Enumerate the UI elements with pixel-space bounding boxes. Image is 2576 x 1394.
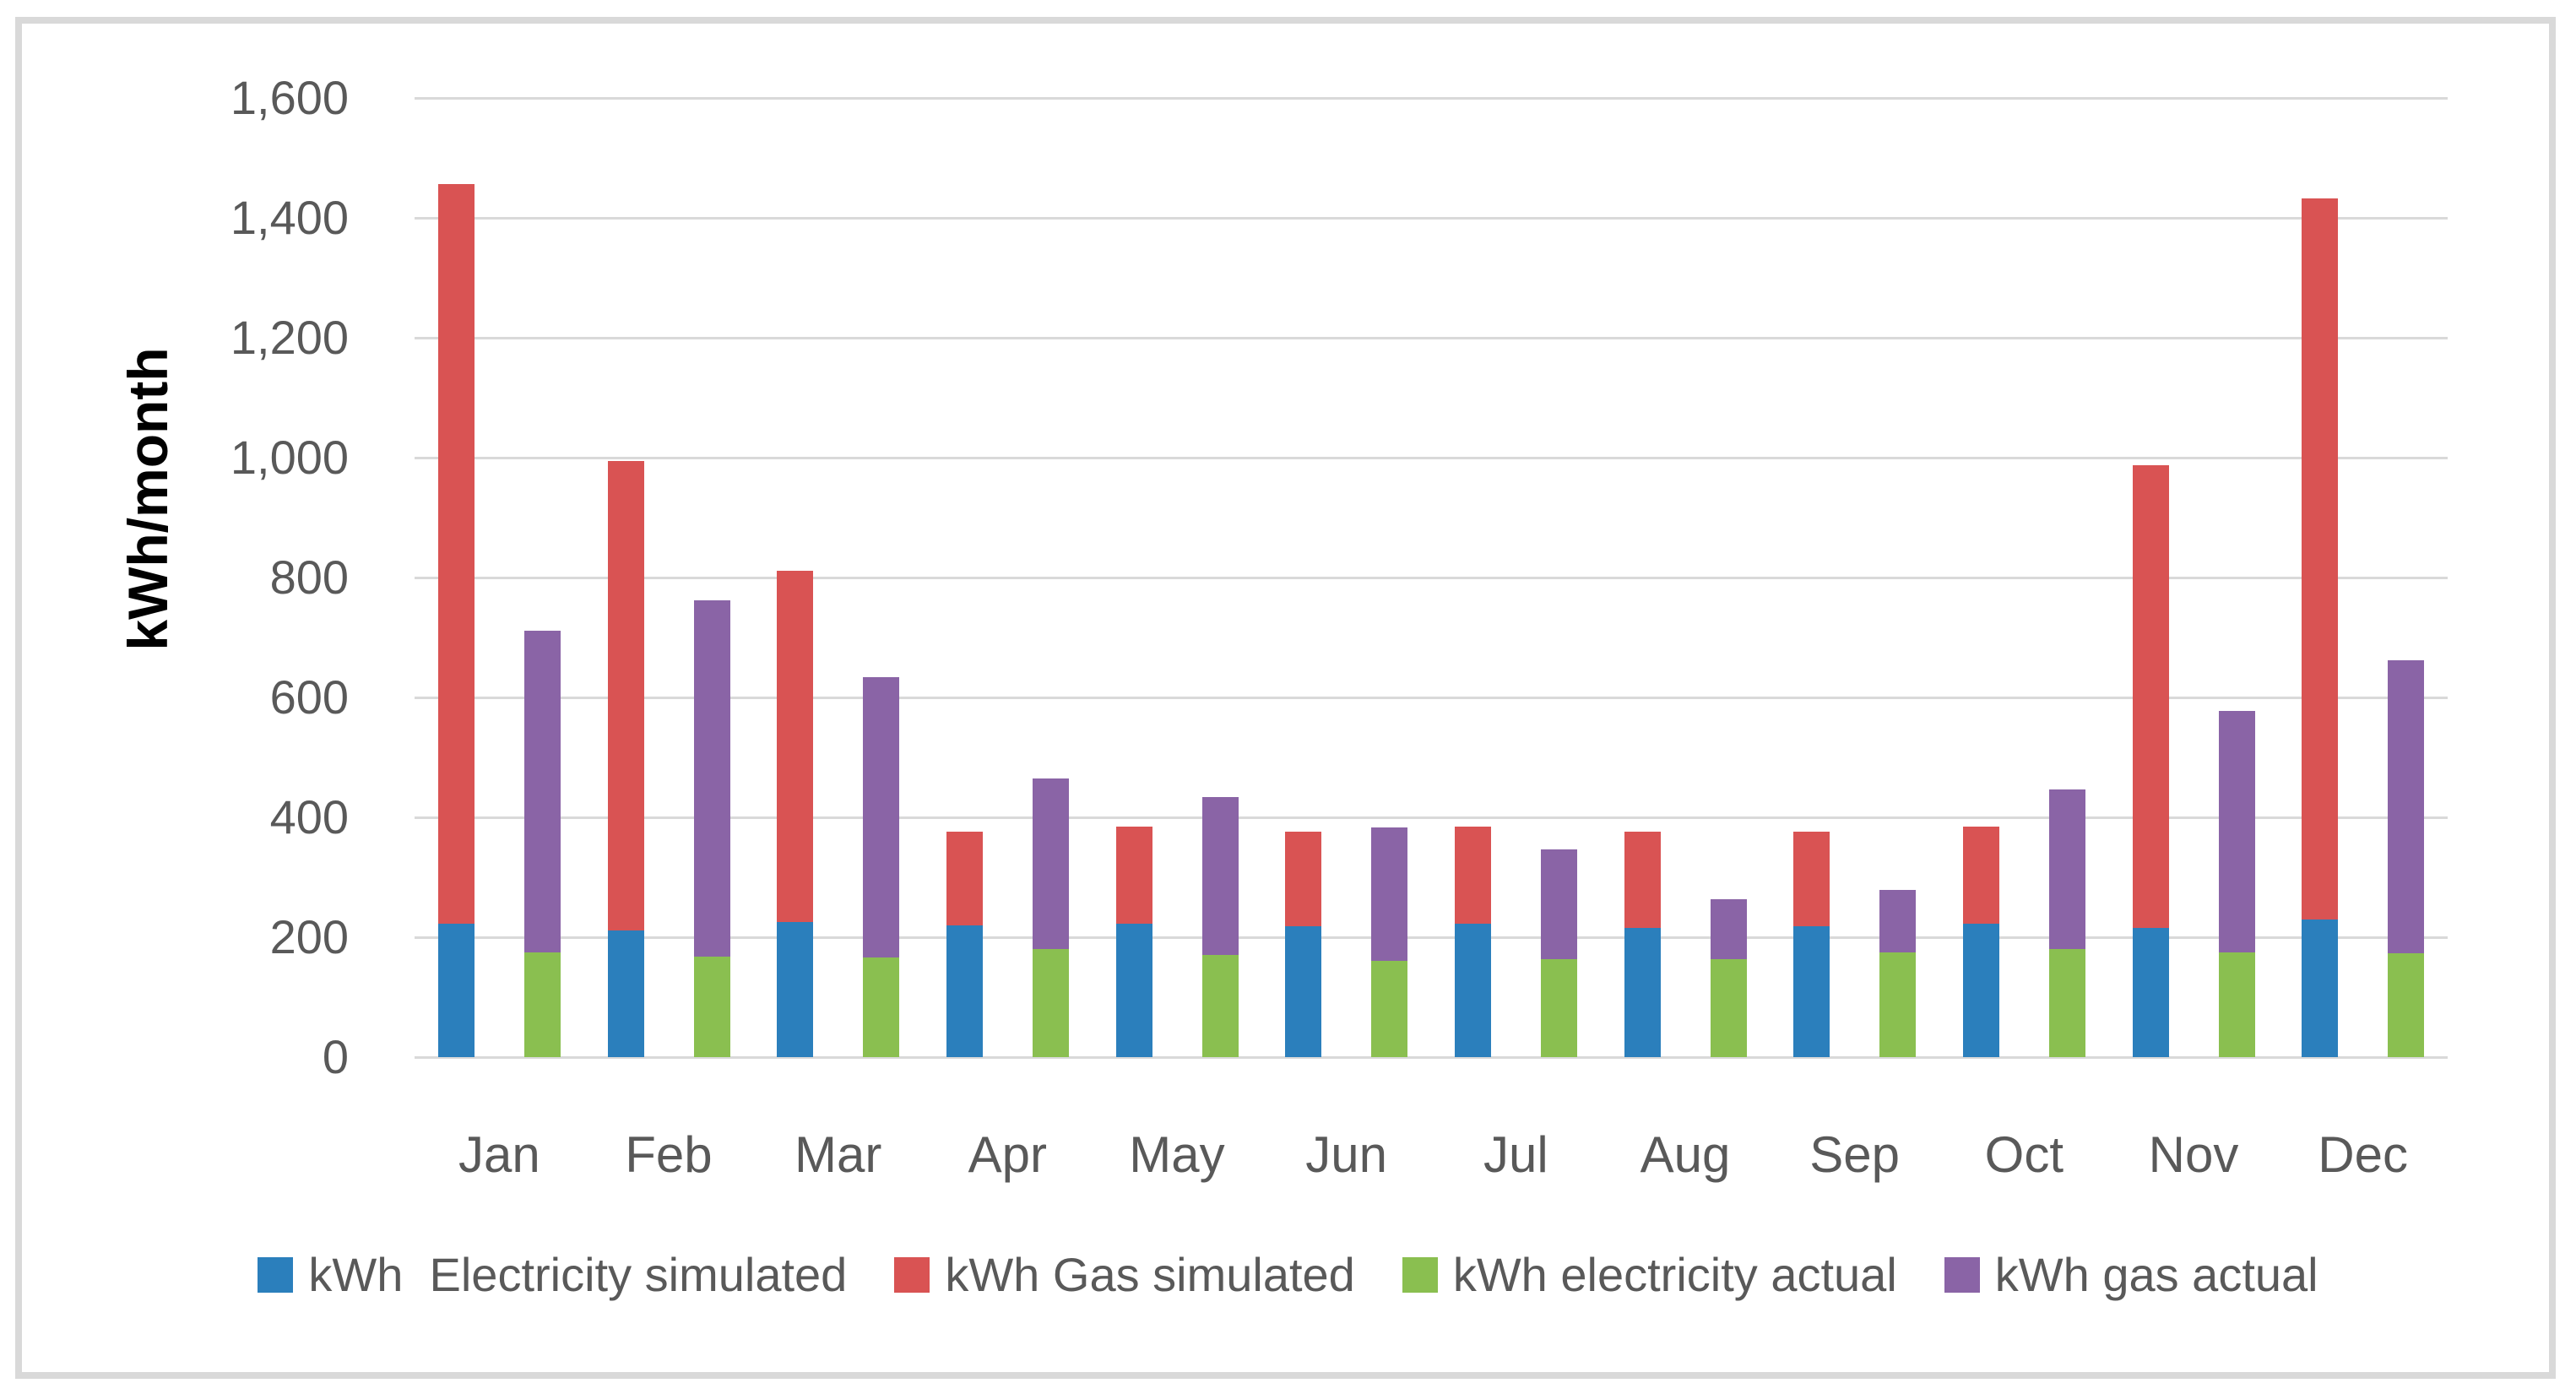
bar-segment-gas-simulated-jun — [1285, 832, 1322, 927]
x-tick-label: Sep — [1809, 1126, 1901, 1183]
bar-segment-electricity-simulated-oct — [1962, 923, 1999, 1057]
bar-segment-electricity-actual-aug — [1710, 959, 1747, 1057]
bar-segment-electricity-simulated-nov — [2132, 928, 2169, 1057]
gridline — [415, 216, 2448, 220]
legend-item-electricity-simulated: kWh Electricity simulated — [258, 1248, 847, 1302]
legend-marker-gas-simulated — [894, 1257, 930, 1293]
bar-segment-electricity-actual-feb — [693, 956, 730, 1057]
x-tick-label: Feb — [625, 1126, 713, 1183]
bar-segment-electricity-actual-apr — [1032, 949, 1069, 1057]
bar-segment-electricity-simulated-apr — [946, 925, 983, 1057]
bar-segment-electricity-actual-jun — [1371, 960, 1408, 1057]
bar-segment-electricity-actual-dec — [2388, 953, 2425, 1057]
bar-segment-electricity-actual-jul — [1540, 958, 1577, 1057]
y-tick-label: 1,600 — [230, 71, 349, 124]
bar-segment-electricity-simulated-feb — [607, 930, 644, 1057]
x-tick-label: Dec — [2318, 1126, 2408, 1183]
bar-segment-gas-simulated-oct — [1962, 826, 1999, 924]
y-tick-label: 0 — [322, 1030, 349, 1083]
bar-segment-gas-actual-sep — [1879, 889, 1917, 953]
legend-label-gas-actual: kWh gas actual — [1994, 1248, 2318, 1301]
legend-marker-electricity-simulated — [258, 1257, 294, 1293]
y-tick-label: 1,200 — [230, 311, 349, 364]
bar-segment-electricity-actual-sep — [1879, 952, 1917, 1057]
x-tick-label: Jan — [458, 1126, 540, 1183]
x-tick-label: Oct — [1984, 1126, 2064, 1183]
gridline — [415, 816, 2448, 819]
bar-segment-electricity-simulated-jul — [1454, 924, 1491, 1057]
y-tick-label: 600 — [269, 670, 349, 724]
bar-segment-electricity-actual-nov — [2218, 952, 2255, 1057]
bar-segment-gas-actual-feb — [693, 600, 730, 957]
gridline — [415, 456, 2448, 459]
x-tick-label: Mar — [794, 1126, 882, 1183]
bar-segment-gas-simulated-nov — [2132, 464, 2169, 929]
bar-segment-electricity-actual-oct — [2048, 949, 2085, 1057]
x-tick-label: Aug — [1640, 1126, 1731, 1183]
bar-segment-gas-simulated-may — [1115, 826, 1152, 925]
y-tick-label: 400 — [269, 790, 349, 843]
bar-segment-gas-actual-oct — [2048, 789, 2085, 950]
legend-marker-electricity-actual — [1402, 1257, 1438, 1293]
bar-segment-gas-simulated-feb — [607, 461, 644, 931]
gridline — [415, 1055, 2448, 1059]
bar-segment-gas-simulated-dec — [2302, 198, 2339, 919]
legend-marker-gas-actual — [1944, 1257, 1980, 1293]
x-tick-label: Jun — [1305, 1126, 1388, 1183]
bar-segment-gas-simulated-jul — [1454, 826, 1491, 925]
bar-segment-electricity-actual-jan — [523, 952, 561, 1057]
gridline — [415, 96, 2448, 100]
y-tick-label: 1,400 — [230, 191, 349, 244]
bar-segment-gas-actual-aug — [1710, 899, 1747, 960]
x-tick-label: May — [1129, 1126, 1225, 1183]
x-tick-label: Jul — [1483, 1126, 1548, 1183]
gridline — [415, 696, 2448, 699]
bar-segment-electricity-simulated-aug — [1624, 928, 1661, 1057]
x-tick-label: Apr — [968, 1126, 1048, 1183]
bar-segment-gas-actual-apr — [1032, 778, 1069, 950]
bar-segment-gas-actual-jan — [523, 630, 561, 953]
bar-segment-gas-simulated-jan — [437, 184, 475, 924]
bar-segment-electricity-actual-mar — [863, 957, 900, 1057]
bar-segment-electricity-actual-may — [1201, 954, 1239, 1057]
bar-segment-electricity-simulated-jun — [1285, 926, 1322, 1057]
chart-legend: kWh Electricity simulated kWh Gas simulat… — [25, 1248, 2551, 1302]
bar-segment-gas-simulated-apr — [946, 832, 983, 925]
bar-segment-gas-simulated-aug — [1624, 832, 1661, 929]
legend-label-electricity-simulated: kWh Electricity simulated — [308, 1248, 848, 1301]
legend-item-gas-simulated: kWh Gas simulated — [894, 1248, 1355, 1302]
gridline — [415, 576, 2448, 579]
bar-segment-gas-actual-jun — [1371, 827, 1408, 961]
gridline — [415, 336, 2448, 339]
legend-item-electricity-actual: kWh electricity actual — [1402, 1248, 1897, 1302]
legend-label-gas-simulated: kWh Gas simulated — [945, 1248, 1355, 1301]
legend-item-gas-actual: kWh gas actual — [1944, 1248, 2318, 1302]
bar-segment-gas-actual-nov — [2218, 710, 2255, 952]
bar-segment-gas-actual-jul — [1540, 849, 1577, 959]
bar-segment-gas-actual-dec — [2388, 659, 2425, 954]
bar-segment-gas-simulated-mar — [777, 571, 814, 923]
bar-segment-electricity-simulated-jan — [437, 923, 475, 1057]
bar-segment-gas-simulated-sep — [1793, 832, 1830, 926]
bar-segment-gas-actual-may — [1201, 796, 1239, 955]
bar-segment-electricity-simulated-mar — [777, 922, 814, 1057]
y-tick-label: 1,000 — [230, 431, 349, 484]
plot-area — [415, 96, 2448, 1059]
gridline — [415, 936, 2448, 939]
legend-label-electricity-actual: kWh electricity actual — [1452, 1248, 1897, 1301]
y-tick-label: 800 — [269, 551, 349, 604]
bar-segment-electricity-simulated-dec — [2302, 919, 2339, 1057]
bar-segment-electricity-simulated-sep — [1793, 925, 1830, 1057]
bar-segment-gas-actual-mar — [863, 676, 900, 958]
y-tick-label: 200 — [269, 910, 349, 963]
x-tick-label: Nov — [2148, 1126, 2239, 1183]
bar-segment-electricity-simulated-may — [1115, 924, 1152, 1057]
